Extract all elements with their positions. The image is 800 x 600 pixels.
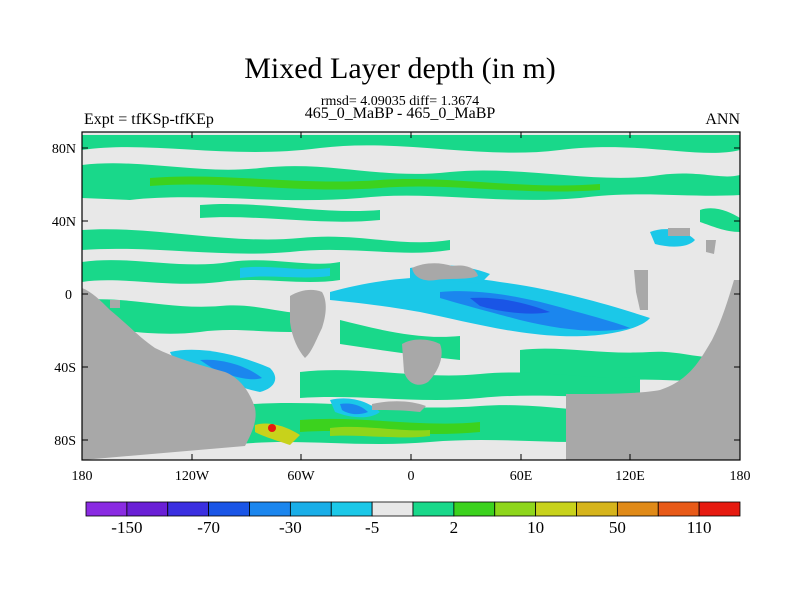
- colorbar-box: [616, 501, 659, 517]
- contour-north-band-mid: [150, 176, 600, 192]
- lon-tick-label: 0: [408, 469, 415, 484]
- land-south-america: [82, 288, 256, 460]
- land-island-ne: [706, 240, 716, 254]
- colorbar-labels: -150 -70 -30 -5 2 10 50 110: [111, 518, 711, 537]
- contour-pacific-north: [82, 260, 340, 284]
- colorbar-label: -5: [365, 518, 379, 537]
- lon-tick-label: 60E: [510, 469, 533, 484]
- contour-equatorial-strong: [470, 297, 550, 314]
- case-label: 465_0_MaBP - 465_0_MaBP: [304, 105, 496, 122]
- colorbar-label: 2: [450, 518, 459, 537]
- colorbar-box: [657, 501, 700, 517]
- plot-title: Mixed Layer depth (in m): [244, 52, 556, 85]
- latitude-axis: 80N 40N 0 40S 80S: [52, 142, 740, 449]
- land-australia-block: [566, 280, 740, 460]
- contour-pacific-blue-north: [240, 266, 330, 278]
- contour-weddell-core: [340, 403, 368, 415]
- experiment-label: Expt = tfKSp-tfKEp: [84, 111, 214, 128]
- land-north-atlantic: [412, 263, 478, 281]
- colorbar-label: -70: [197, 518, 220, 537]
- colorbar-box: [535, 501, 577, 517]
- lat-tick-label: 40N: [52, 215, 76, 230]
- colorbar-box: [453, 501, 496, 517]
- season-label: ANN: [705, 111, 740, 128]
- colorbar-box: [371, 501, 414, 517]
- colorbar-box: [167, 501, 210, 517]
- colorbar-box: [85, 501, 128, 517]
- land-africa: [290, 289, 326, 358]
- land-island-sw: [110, 300, 120, 308]
- colorbar-label: -30: [279, 518, 302, 537]
- colorbar-box: [412, 501, 455, 517]
- lon-tick-label: 60W: [287, 469, 315, 484]
- lon-tick-label: 180: [730, 469, 751, 484]
- contour-west-pacific-green: [700, 208, 740, 232]
- land-mask: [82, 228, 740, 460]
- contour-south-pacific-core: [200, 359, 262, 380]
- colorbar: [85, 501, 741, 517]
- colorbar-box: [289, 501, 332, 517]
- longitude-axis: 180 120W 60W 0 60E 120E 180: [72, 132, 751, 484]
- land-east-strip: [634, 270, 648, 310]
- stats-label: rmsd= 4.09035 diff= 1.3674: [320, 94, 480, 109]
- lat-tick-label: 80S: [54, 434, 76, 449]
- contour-indian-green: [520, 348, 720, 383]
- colorbar-box: [330, 501, 373, 517]
- colorbar-box: [494, 501, 537, 517]
- contour-field: [82, 132, 740, 460]
- lat-tick-label: 40S: [54, 361, 76, 376]
- colorbar-box: [249, 501, 291, 517]
- lon-tick-label: 120E: [615, 469, 645, 484]
- colorbar-box: [208, 501, 250, 517]
- contour-north-band-3: [82, 229, 450, 254]
- contour-south-yellow: [255, 423, 300, 445]
- contour-south-band-1: [300, 370, 640, 400]
- colorbar-box: [698, 501, 741, 517]
- lat-tick-label: 0: [65, 288, 72, 303]
- contour-north-band-1: [82, 135, 740, 153]
- colorbar-box: [126, 501, 169, 517]
- colorbar-label: -150: [111, 518, 142, 537]
- contour-south-band-high: [330, 426, 430, 438]
- land-island-nw: [668, 228, 690, 236]
- contour-south-pacific-green: [82, 299, 320, 334]
- lat-tick-label: 80N: [52, 142, 76, 157]
- land-antarctic-shelf: [372, 401, 426, 412]
- colorbar-label: 10: [527, 518, 544, 537]
- lon-tick-label: 180: [72, 469, 93, 484]
- colorbar-label: 50: [609, 518, 626, 537]
- lon-tick-label: 120W: [175, 469, 210, 484]
- land-madagascar-region: [402, 339, 442, 385]
- contour-red-spot: [268, 424, 276, 432]
- colorbar-label: 110: [687, 518, 712, 537]
- colorbar-box: [576, 501, 618, 517]
- contour-north-band-4: [200, 203, 380, 222]
